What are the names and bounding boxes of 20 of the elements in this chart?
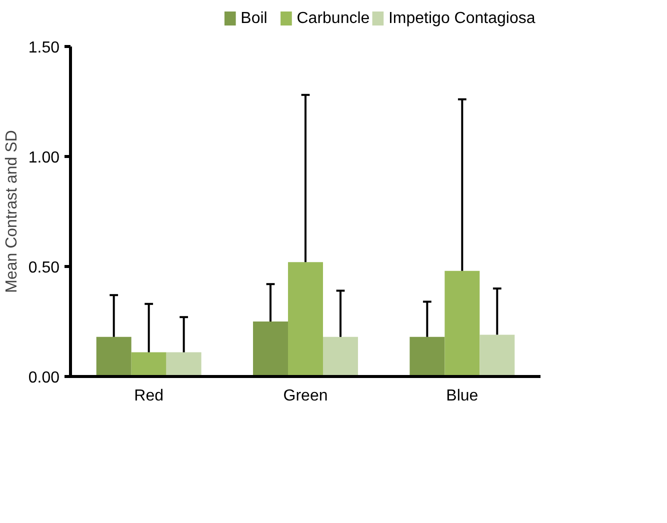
bar (444, 270, 480, 376)
legend-label: Carbuncle (296, 10, 370, 27)
y-tick-label: 1.00 (28, 150, 60, 166)
x-tick-label: Green (283, 388, 328, 404)
y-axis-title: Mean Contrast and SD (3, 130, 20, 293)
bar (166, 352, 202, 376)
y-tick-label: 0.00 (28, 370, 60, 386)
bar (288, 262, 323, 376)
bar (410, 336, 445, 376)
y-tick-label: 0.50 (28, 260, 60, 276)
x-tick-label: Red (134, 388, 164, 404)
legend-label: Boil (240, 10, 268, 27)
bar (480, 334, 515, 376)
bar (253, 322, 288, 376)
legend-label: Impetigo Contagiosa (388, 10, 536, 27)
y-tick-label: 1.50 (28, 40, 60, 56)
bar (96, 336, 132, 376)
bar (131, 352, 166, 376)
x-tick-label: Blue (446, 388, 478, 404)
bar (322, 336, 358, 376)
